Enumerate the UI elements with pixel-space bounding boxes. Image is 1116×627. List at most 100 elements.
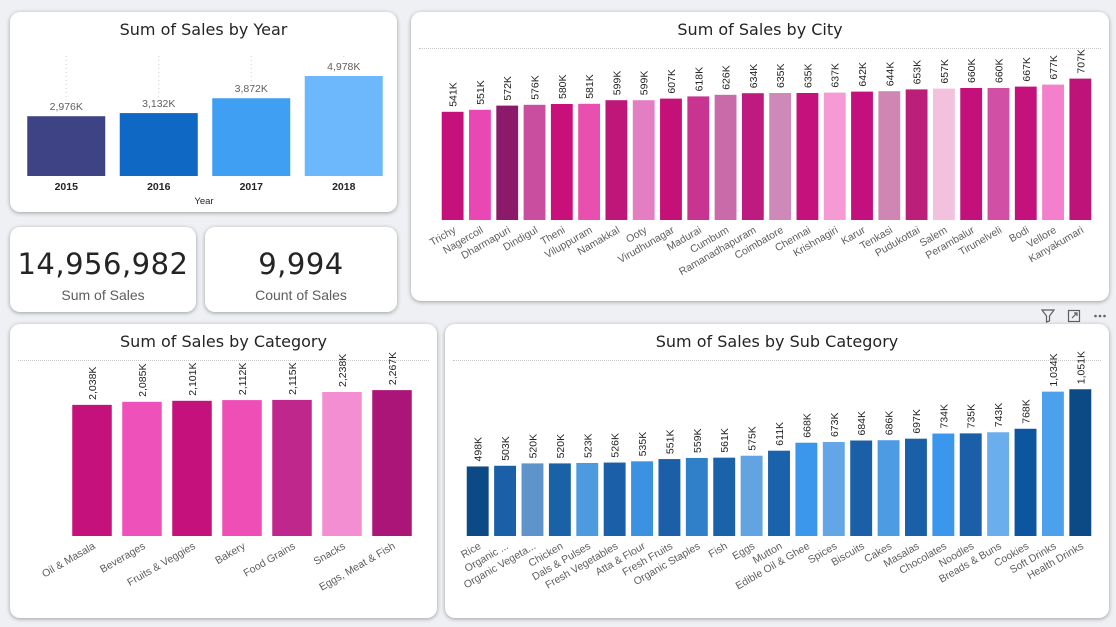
bar-coimbatore[interactable] [769,93,792,220]
data-label: 1,051K [1075,351,1087,384]
bar-year-2018[interactable] [304,76,383,176]
data-label: 503K [500,436,512,461]
bar-cumbum[interactable] [714,94,737,220]
bar-eggs-meat-fish[interactable] [372,390,412,536]
bar-fresh-fruits[interactable] [658,459,681,536]
bar-trichy[interactable] [441,111,464,220]
bar-fresh-vegetables[interactable] [603,462,626,536]
data-label: 2,976K [50,101,83,113]
category-label: 2016 [147,181,171,193]
sales-by-subcategory-card[interactable]: Sum of Sales by Sub Category 498K Rice 503… [445,324,1109,618]
data-label: 2,112K [237,363,249,396]
bar-breads-buns[interactable] [987,432,1010,536]
data-label: 743K [993,403,1005,428]
sales-by-category-card[interactable]: Sum of Sales by Category 2,038K Oil & Mas… [10,324,437,618]
sales-by-year-title: Sum of Sales by Year [119,20,288,39]
focus-mode-icon[interactable] [1064,306,1084,326]
bar-spices[interactable] [822,442,845,536]
filter-icon[interactable] [1038,306,1058,326]
title-divider [18,360,429,361]
bar-chennai[interactable] [796,93,819,220]
bar-madurai[interactable] [687,96,710,220]
more-options-icon[interactable] [1090,306,1110,326]
bar-organic-[interactable] [494,465,517,536]
bar-atta-flour[interactable] [631,461,653,536]
data-label: 559K [692,428,704,453]
sales-by-subcategory-title: Sum of Sales by Sub Category [655,332,899,351]
bar-edible-oil-ghee[interactable] [795,442,818,536]
data-label: 734K [938,404,950,429]
bar-dals-pulses[interactable] [576,462,599,536]
bar-masalas[interactable] [905,438,927,536]
bar-perambalur[interactable] [960,88,983,220]
data-label: 520K [555,434,567,459]
bar-krishnagiri[interactable] [823,92,846,220]
bar-ooty[interactable] [632,100,655,220]
bar-dharmapuri[interactable] [496,105,519,220]
bar-pudukottai[interactable] [905,89,928,221]
bar-mutton[interactable] [768,450,790,536]
bar-salem[interactable] [932,88,955,220]
bar-noodles[interactable] [959,433,982,536]
bar-eggs[interactable] [740,455,763,536]
bar-oil-masala[interactable] [72,404,112,536]
bar-food-grains[interactable] [272,399,312,536]
data-label: 2,115K [287,362,299,395]
data-label: 637K [830,63,842,88]
data-label: 551K [664,430,676,455]
bar-viluppuram[interactable] [578,103,601,220]
bar-fruits-veggies[interactable] [172,400,212,536]
bar-tenkasi[interactable] [878,91,901,220]
bar-organic-vegeta-[interactable] [521,463,544,536]
data-label: 668K [801,413,813,438]
bar-beverages[interactable] [122,401,162,536]
category-label: Oil & Masala [40,540,98,580]
bar-virudhunagar[interactable] [660,98,682,220]
data-label: 2,101K [187,363,199,396]
bar-bodi[interactable] [1014,86,1037,220]
bar-year-2016[interactable] [119,113,198,176]
sales-by-year-card[interactable]: Sum of Sales by Year 2,976K 2015 3,132K 201… [10,12,397,212]
bar-fish[interactable] [713,457,736,536]
bar-tirunelveli[interactable] [987,88,1010,220]
bar-soft-drinks[interactable] [1041,391,1064,536]
bar-rice[interactable] [466,466,489,536]
data-label: 660K [993,58,1005,83]
data-label: 526K [610,433,622,458]
bar-year-2017[interactable] [212,98,291,176]
bar-cookies[interactable] [1014,428,1037,536]
data-label: 572K [502,76,514,101]
bar-ramanadhapuram[interactable] [741,93,764,220]
bar-namakkal[interactable] [605,100,628,220]
data-label: 642K [857,62,869,87]
category-label: Bakery [213,540,248,567]
bar-snacks[interactable] [322,391,362,536]
data-label: 635K [802,63,814,88]
data-label: 1,034K [1048,353,1060,386]
bar-health-drinks[interactable] [1069,389,1092,536]
data-label: 599K [639,71,651,96]
data-label: 2,238K [337,354,349,387]
bar-nagercoil[interactable] [469,109,491,220]
bar-organic-staples[interactable] [685,457,708,536]
data-label: 2,085K [137,364,149,397]
bar-chocolates[interactable] [932,433,955,536]
bar-year-2015[interactable] [27,116,106,176]
kpi-sum-of-sales-label: Sum of Sales [61,287,145,303]
bar-dindigul[interactable] [523,104,546,220]
bar-cakes[interactable] [877,440,900,536]
sales-by-city-card[interactable]: Sum of Sales by City 541K Trichy 551K Nager… [411,12,1109,301]
bar-karur[interactable] [851,91,873,220]
title-divider [453,360,1101,361]
data-label: 3,132K [142,98,175,110]
bar-bakery[interactable] [222,400,262,536]
bar-chicken[interactable] [548,463,571,536]
bar-biscuits[interactable] [850,440,873,536]
data-label: 667K [1021,57,1033,82]
bar-vellore[interactable] [1042,84,1064,220]
data-label: 575K [747,426,759,451]
data-label: 735K [966,404,978,429]
bar-kanyakumari[interactable] [1069,78,1092,220]
bar-theni[interactable] [550,104,573,220]
